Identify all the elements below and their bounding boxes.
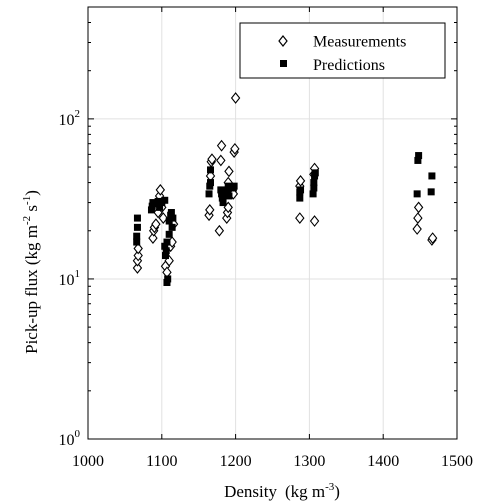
prediction-point: [428, 172, 435, 179]
measurement-point: [413, 224, 421, 234]
data-marks: [133, 93, 436, 286]
legend-square-icon: [280, 60, 287, 67]
prediction-point: [207, 166, 214, 173]
prediction-point: [169, 224, 176, 231]
prediction-point: [163, 239, 170, 246]
x-tick-label: 1200: [220, 453, 252, 470]
legend-label-measurements: Measurements: [313, 34, 406, 51]
measurement-point: [311, 216, 319, 226]
prediction-point: [134, 215, 141, 222]
prediction-point: [414, 190, 421, 197]
prediction-point: [206, 190, 213, 197]
measurement-point: [218, 141, 226, 151]
legend: Measurements Predictions: [240, 23, 445, 78]
prediction-point: [415, 152, 422, 159]
prediction-point: [231, 183, 238, 190]
y-tick-label: 100: [59, 428, 81, 449]
prediction-point: [312, 169, 319, 176]
measurement-point: [232, 93, 240, 103]
prediction-point: [310, 179, 317, 186]
prediction-point: [163, 247, 170, 254]
measurement-point: [415, 202, 423, 212]
x-tick-label: 1300: [293, 453, 325, 470]
y-axis-label: Pick-up flux (kg m-2 s-1): [21, 190, 41, 354]
prediction-point: [133, 233, 140, 240]
prediction-point: [164, 275, 171, 282]
measurement-point: [217, 155, 225, 165]
y-tick-label: 101: [59, 268, 81, 289]
prediction-point: [161, 197, 168, 204]
prediction-point: [297, 186, 304, 193]
legend-label-predictions: Predictions: [313, 57, 385, 74]
prediction-point: [134, 224, 141, 231]
y-tick-label: 102: [59, 108, 81, 129]
prediction-point: [169, 215, 176, 222]
prediction-point: [225, 192, 232, 199]
prediction-point: [207, 179, 214, 186]
measurement-point: [225, 166, 233, 176]
measurement-point: [215, 226, 223, 236]
prediction-point: [166, 231, 173, 238]
x-tick-label: 1100: [146, 453, 177, 470]
measurement-point: [414, 213, 422, 223]
prediction-point: [296, 195, 303, 202]
measurement-point: [296, 213, 304, 223]
prediction-point: [220, 199, 227, 206]
x-tick-label: 1400: [367, 453, 399, 470]
prediction-point: [428, 188, 435, 195]
x-axis-label: Density (kg m-3): [224, 481, 340, 501]
x-tick-label: 1500: [441, 453, 473, 470]
x-tick-label: 1000: [72, 453, 104, 470]
